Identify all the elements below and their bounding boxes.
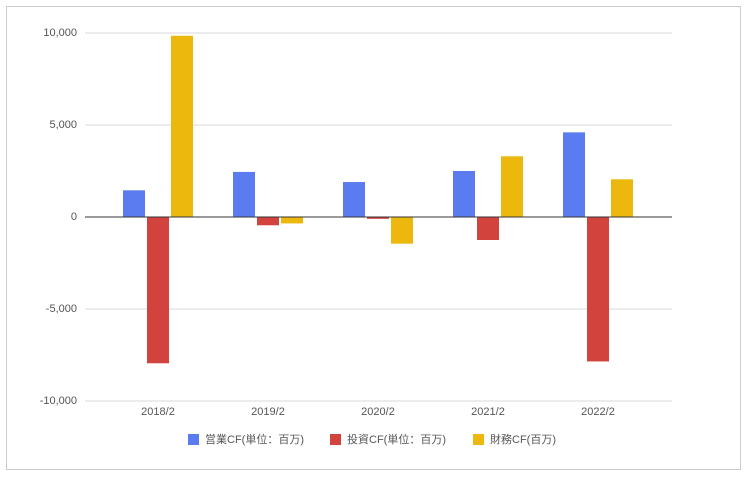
bar bbox=[343, 182, 365, 217]
y-tick-label: 10,000 bbox=[43, 27, 77, 39]
bar bbox=[563, 132, 585, 217]
bar bbox=[147, 217, 169, 364]
bar bbox=[391, 217, 413, 244]
bar bbox=[171, 35, 193, 218]
y-tick-label: -10,000 bbox=[40, 395, 77, 407]
bar bbox=[367, 217, 389, 219]
x-tick-label: 2020/2 bbox=[361, 406, 395, 418]
x-tick-label: 2019/2 bbox=[251, 406, 285, 418]
bar bbox=[233, 171, 255, 217]
x-tick-label: 2022/2 bbox=[581, 406, 615, 418]
bar bbox=[587, 217, 609, 362]
legend-swatch bbox=[188, 434, 199, 445]
y-tick-label: 0 bbox=[71, 211, 77, 223]
bar bbox=[453, 171, 475, 217]
bar bbox=[281, 217, 303, 224]
bar bbox=[257, 217, 279, 226]
bar bbox=[611, 179, 633, 217]
x-tick-label: 2018/2 bbox=[141, 406, 175, 418]
bar bbox=[123, 190, 145, 217]
bar bbox=[477, 217, 499, 240]
chart-border bbox=[6, 6, 741, 470]
legend-swatch bbox=[330, 434, 341, 445]
bar bbox=[501, 156, 523, 217]
x-tick-label: 2021/2 bbox=[471, 406, 505, 418]
legend-label: 投資CF(単位：百万) bbox=[347, 432, 446, 446]
legend-label: 営業CF(単位：百万) bbox=[205, 432, 304, 446]
legend-swatch bbox=[473, 434, 484, 445]
legend-label: 財務CF(百万) bbox=[490, 432, 556, 446]
y-tick-label: 5,000 bbox=[49, 119, 77, 131]
y-tick-label: -5,000 bbox=[46, 303, 77, 315]
